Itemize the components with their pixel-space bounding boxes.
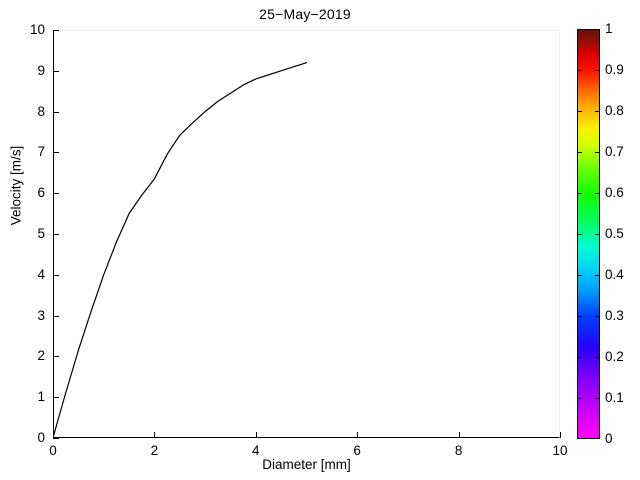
y-tick-label: 0	[37, 430, 45, 445]
y-tick-mark	[53, 274, 59, 276]
y-tick-label: 6	[37, 185, 45, 201]
y-tick-label: 4	[37, 266, 45, 282]
colorbar[interactable]: 0 0.1 0.2 0.3 0.4 0.5 0.6 0.7 0.8 0.9 1	[577, 22, 624, 445]
x-tick-mark	[255, 432, 257, 438]
x-tick-label: 10	[552, 443, 568, 458]
colorbar-tick-mark	[595, 193, 600, 194]
colorbar-tick-mark	[595, 111, 600, 112]
colorbar-tick-mark	[595, 275, 600, 276]
colorbar-tick-label: 0.5	[605, 226, 624, 241]
colorbar-tick-mark	[595, 70, 600, 71]
y-tick-mark	[53, 111, 59, 113]
colorbar-tick-label: 0.1	[605, 390, 624, 405]
y-tick-mark	[53, 152, 59, 154]
x-tick-mark	[154, 432, 156, 438]
y-tick-label: 3	[37, 307, 45, 323]
x-tick-mark	[458, 432, 460, 438]
y-tick-mark	[53, 193, 59, 195]
x-tick-mark	[560, 432, 561, 438]
y-tick-mark	[53, 438, 59, 439]
colorbar-tick-label: 0.3	[605, 308, 624, 323]
colorbar-tick-mark	[577, 357, 582, 358]
colorbar-tick-mark	[577, 193, 582, 194]
x-tick-label: 0	[49, 443, 57, 458]
velocity-curve-line	[53, 62, 308, 438]
y-tick-label: 2	[37, 348, 45, 364]
data-curve	[53, 62, 308, 438]
colorbar-tick-label: 0.4	[605, 267, 624, 282]
x-tick-mark	[53, 432, 54, 438]
y-tick-mark	[53, 70, 59, 72]
x-tick-label: 4	[252, 443, 260, 458]
chart-title: 25−May−2019	[259, 6, 351, 22]
x-tick-mark	[357, 432, 359, 438]
x-axis-label: Diameter [mm]	[262, 457, 351, 472]
colorbar-tick-mark	[577, 234, 582, 235]
y-tick-mark	[53, 234, 59, 235]
colorbar-tick-mark	[577, 398, 582, 399]
colorbar-tick-label: 0.7	[605, 144, 624, 159]
y-tick-mark	[53, 315, 59, 317]
colorbar-tick-label: 1	[605, 21, 613, 36]
colorbar-tick-mark	[595, 398, 600, 399]
colorbar-tick-mark	[577, 111, 582, 112]
colorbar-tick-mark	[577, 152, 582, 153]
colorbar-tick-mark	[595, 152, 600, 153]
colorbar-tick-mark	[595, 234, 600, 235]
colorbar-tick-mark	[577, 70, 582, 71]
colorbar-tick-mark	[595, 357, 600, 358]
colorbar-tick-label: 0.8	[605, 103, 624, 118]
plot-axes-area[interactable]	[53, 30, 560, 438]
x-tick-label: 6	[353, 443, 361, 458]
y-tick-label: 10	[29, 22, 45, 37]
colorbar-tick-label: 0.6	[605, 185, 624, 200]
x-tick-label: 2	[150, 443, 159, 458]
y-tick-mark	[53, 30, 59, 31]
colorbar-tick-mark	[577, 275, 582, 276]
colorbar-tick-label: 0	[605, 431, 613, 446]
colorbar-tick-label: 0.2	[605, 349, 624, 364]
y-tick-label: 5	[37, 226, 45, 241]
x-tick-label: 8	[454, 443, 463, 458]
y-tick-label: 1	[37, 389, 45, 405]
y-tick-label: 7	[37, 144, 45, 160]
colorbar-tick-label: 0.9	[605, 62, 624, 77]
colorbar-tick-mark	[577, 316, 582, 317]
y-tick-label: 8	[37, 103, 45, 119]
y-axis-label: Velocity [m/s]	[8, 145, 24, 226]
y-tick-mark	[53, 356, 59, 358]
colorbar-tick-mark	[595, 316, 600, 317]
y-tick-mark	[53, 397, 59, 399]
y-tick-label: 9	[37, 62, 45, 78]
